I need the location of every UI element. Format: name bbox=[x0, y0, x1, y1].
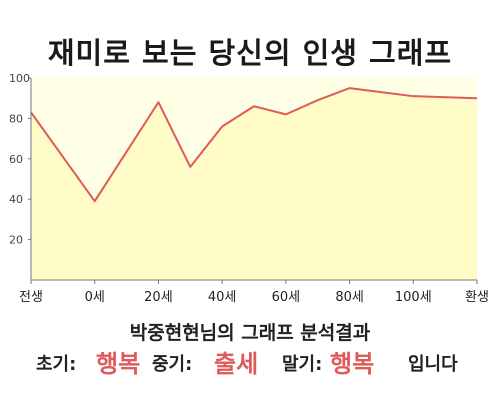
x-tick-label: 100세 bbox=[395, 290, 432, 305]
analysis-result: 초기: 행복 중기: 출세 말기: 행복 입니다 bbox=[0, 344, 500, 384]
early-value: 행복 bbox=[96, 350, 141, 378]
result-suffix: 입니다 bbox=[408, 354, 458, 375]
early-label: 초기: bbox=[36, 354, 77, 375]
y-tick-label: 20 bbox=[9, 234, 23, 247]
y-tick-label: 60 bbox=[9, 153, 23, 166]
x-tick-label: 20세 bbox=[144, 290, 173, 305]
y-tick-label: 80 bbox=[9, 112, 23, 125]
middle-label: 중기: bbox=[152, 354, 193, 375]
y-tick-label: 40 bbox=[9, 193, 23, 206]
analysis-summary: 박중현현님의 그래프 분석결과 bbox=[129, 322, 371, 344]
late-label: 말기: bbox=[282, 354, 323, 375]
x-tick-label: 0세 bbox=[85, 290, 105, 305]
chart-title: 재미로 보는 당신의 인생 그래프 bbox=[47, 36, 453, 70]
series-area bbox=[31, 88, 477, 280]
x-tick-label: 환생 bbox=[465, 290, 489, 305]
x-tick-label: 80세 bbox=[335, 290, 364, 305]
late-value: 행복 bbox=[330, 350, 375, 378]
x-tick-label: 40세 bbox=[208, 290, 237, 305]
series-line bbox=[30, 87, 478, 203]
x-tick-label: 60세 bbox=[272, 290, 301, 305]
y-tick-label: 100 bbox=[9, 72, 30, 85]
x-tick-label: 전생 bbox=[19, 290, 43, 305]
middle-value: 출세 bbox=[214, 350, 259, 378]
